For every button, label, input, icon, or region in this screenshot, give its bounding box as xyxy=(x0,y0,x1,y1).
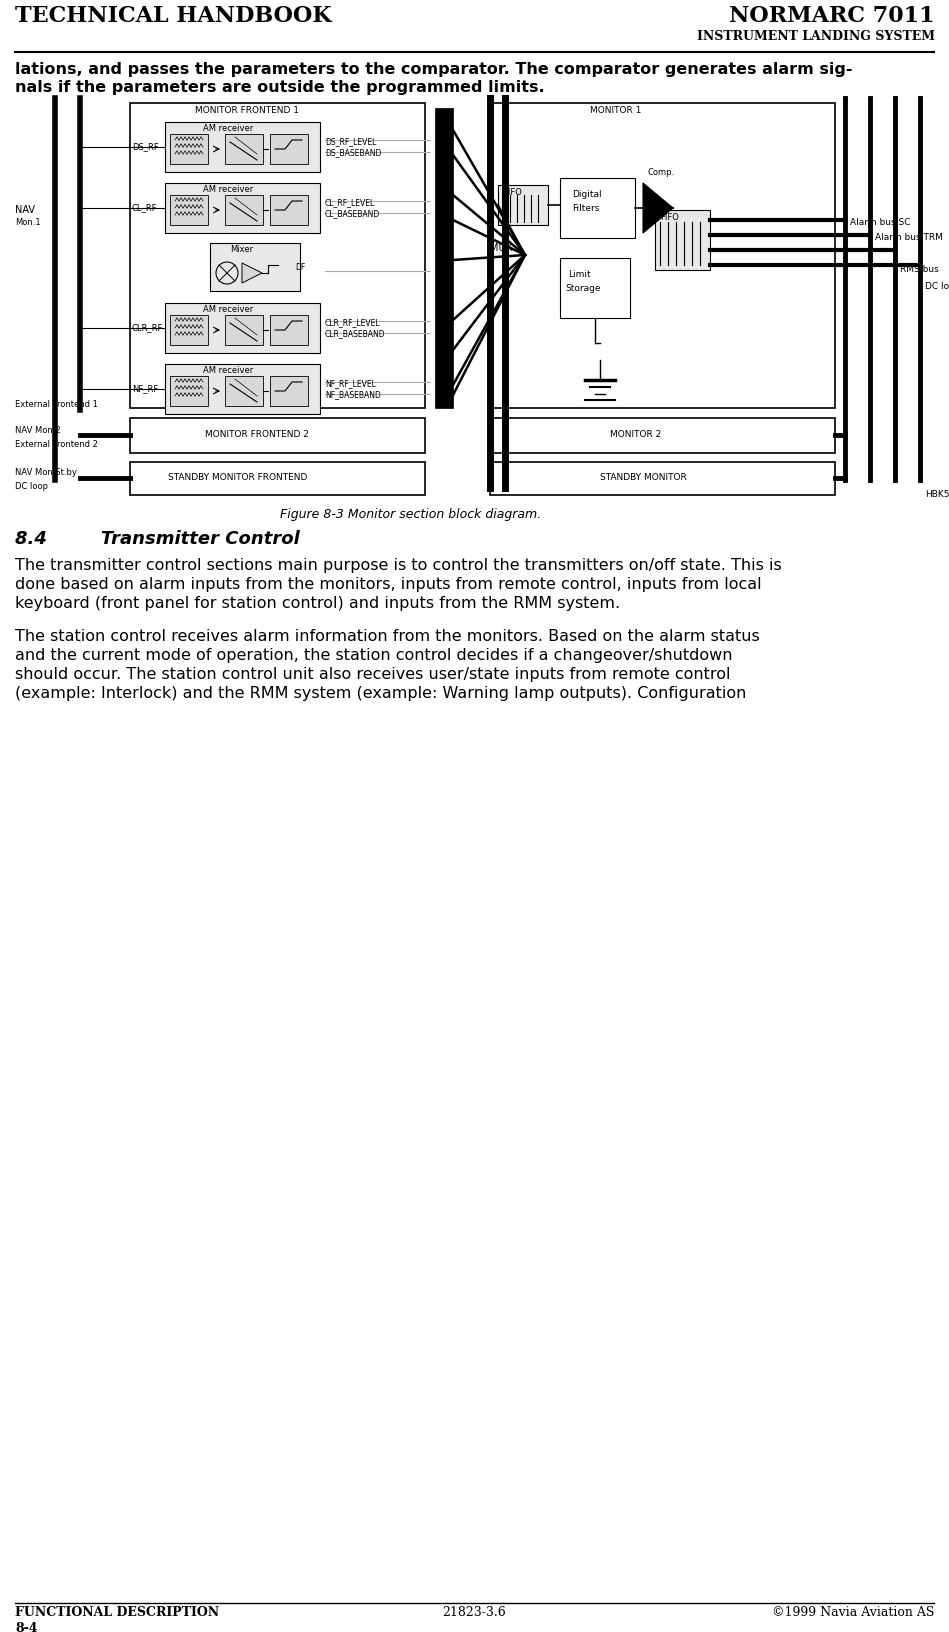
Bar xyxy=(270,134,308,163)
Text: MUX: MUX xyxy=(490,243,512,253)
Bar xyxy=(165,122,320,171)
Bar xyxy=(170,134,208,163)
Text: RMS bus: RMS bus xyxy=(900,264,939,274)
Bar xyxy=(655,211,710,269)
Text: STANDBY MONITOR: STANDBY MONITOR xyxy=(600,473,687,481)
Text: ©1999 Navia Aviation AS: ©1999 Navia Aviation AS xyxy=(772,1606,934,1619)
Text: STANDBY MONITOR FRONTEND: STANDBY MONITOR FRONTEND xyxy=(168,473,307,481)
Text: AM receiver: AM receiver xyxy=(203,305,253,313)
Text: CLR_BASEBAND: CLR_BASEBAND xyxy=(325,330,385,338)
Text: AM receiver: AM receiver xyxy=(203,124,253,132)
Text: CL_BASEBAND: CL_BASEBAND xyxy=(325,209,381,219)
Bar xyxy=(225,194,263,225)
Text: nals if the parameters are outside the programmed limits.: nals if the parameters are outside the p… xyxy=(15,80,545,95)
Text: Mixer: Mixer xyxy=(230,245,253,255)
Text: NAV Mon.2: NAV Mon.2 xyxy=(15,426,61,436)
Text: DS_BASEBAND: DS_BASEBAND xyxy=(325,149,381,157)
Text: DF: DF xyxy=(295,263,306,273)
Text: AM receiver: AM receiver xyxy=(203,366,253,375)
Text: The transmitter control sections main purpose is to control the transmitters on/: The transmitter control sections main pu… xyxy=(15,558,782,573)
Bar xyxy=(270,315,308,344)
Bar xyxy=(170,315,208,344)
Text: MONITOR 1: MONITOR 1 xyxy=(590,106,642,114)
Text: CLR_RF: CLR_RF xyxy=(132,323,163,331)
Text: Storage: Storage xyxy=(565,284,601,294)
Text: CLR_RF_LEVEL: CLR_RF_LEVEL xyxy=(325,318,381,326)
Bar xyxy=(498,184,548,225)
Text: MONITOR 2: MONITOR 2 xyxy=(610,429,661,439)
Polygon shape xyxy=(643,183,673,233)
Text: Limit: Limit xyxy=(568,269,590,279)
Text: NF_RF_LEVEL: NF_RF_LEVEL xyxy=(325,379,376,388)
Polygon shape xyxy=(242,263,262,282)
Bar xyxy=(490,418,835,454)
Text: MONITOR FRONTEND 2: MONITOR FRONTEND 2 xyxy=(205,429,308,439)
Text: NF_RF: NF_RF xyxy=(132,384,158,393)
Text: HBK556-2: HBK556-2 xyxy=(925,490,949,499)
Text: FIFO: FIFO xyxy=(503,188,522,197)
Text: DC loop: DC loop xyxy=(925,282,949,290)
Text: AM receiver: AM receiver xyxy=(203,184,253,194)
Bar xyxy=(270,375,308,406)
Bar xyxy=(435,108,453,408)
Bar xyxy=(490,103,835,408)
Text: Filters: Filters xyxy=(572,204,600,214)
Text: 21823-3.6: 21823-3.6 xyxy=(442,1606,506,1619)
Bar xyxy=(165,183,320,233)
Text: and the current mode of operation, the station control decides if a changeover/s: and the current mode of operation, the s… xyxy=(15,648,733,663)
Bar xyxy=(490,462,835,494)
Text: DC loop: DC loop xyxy=(15,481,48,491)
Text: External Frontend 1: External Frontend 1 xyxy=(15,400,98,410)
Text: DS_RF: DS_RF xyxy=(132,142,158,152)
Text: External Frontend 2: External Frontend 2 xyxy=(15,441,98,449)
Text: NAV Mon.St.by: NAV Mon.St.by xyxy=(15,468,77,477)
Text: NAV: NAV xyxy=(15,206,35,215)
Text: NORMARC 7011: NORMARC 7011 xyxy=(730,5,935,28)
Text: lations, and passes the parameters to the comparator. The comparator generates a: lations, and passes the parameters to th… xyxy=(15,62,852,77)
Text: Comp.: Comp. xyxy=(648,168,675,176)
Text: Alarm bus TRM: Alarm bus TRM xyxy=(875,233,943,242)
Text: 8-4: 8-4 xyxy=(15,1622,38,1632)
Bar xyxy=(225,375,263,406)
Text: DS_RF_LEVEL: DS_RF_LEVEL xyxy=(325,137,377,145)
Text: INSTRUMENT LANDING SYSTEM: INSTRUMENT LANDING SYSTEM xyxy=(697,29,935,42)
Bar xyxy=(130,462,425,494)
Text: 8.4   Transmitter Control: 8.4 Transmitter Control xyxy=(15,530,300,548)
Bar xyxy=(130,418,425,454)
Text: The station control receives alarm information from the monitors. Based on the a: The station control receives alarm infor… xyxy=(15,628,760,645)
Text: Alarm bus SC: Alarm bus SC xyxy=(850,219,910,227)
Text: CL_RF_LEVEL: CL_RF_LEVEL xyxy=(325,197,375,207)
Bar xyxy=(130,103,425,408)
Text: FIFO: FIFO xyxy=(660,214,679,222)
Text: MONITOR FRONTEND 1: MONITOR FRONTEND 1 xyxy=(195,106,299,114)
Text: TECHNICAL HANDBOOK: TECHNICAL HANDBOOK xyxy=(15,5,331,28)
Bar xyxy=(170,194,208,225)
Text: NF_BASEBAND: NF_BASEBAND xyxy=(325,390,381,398)
Text: Figure 8-3 Monitor section block diagram.: Figure 8-3 Monitor section block diagram… xyxy=(280,508,541,521)
Text: done based on alarm inputs from the monitors, inputs from remote control, inputs: done based on alarm inputs from the moni… xyxy=(15,578,762,592)
Bar xyxy=(560,258,630,318)
Text: Mon.1: Mon.1 xyxy=(15,219,41,227)
Text: should occur. The station control unit also receives user/state inputs from remo: should occur. The station control unit a… xyxy=(15,667,731,682)
Text: Digital: Digital xyxy=(572,189,602,199)
Bar xyxy=(560,178,635,238)
Bar xyxy=(225,134,263,163)
Text: (example: Interlock) and the RMM system (example: Warning lamp outputs). Configu: (example: Interlock) and the RMM system … xyxy=(15,685,746,702)
Bar xyxy=(165,364,320,415)
Bar xyxy=(210,243,300,290)
Text: CL_RF: CL_RF xyxy=(132,202,158,212)
Text: keyboard (front panel for station control) and inputs from the RMM system.: keyboard (front panel for station contro… xyxy=(15,596,620,610)
Bar xyxy=(165,304,320,353)
Text: FUNCTIONAL DESCRIPTION: FUNCTIONAL DESCRIPTION xyxy=(15,1606,219,1619)
Bar xyxy=(270,194,308,225)
Bar xyxy=(225,315,263,344)
Bar xyxy=(170,375,208,406)
